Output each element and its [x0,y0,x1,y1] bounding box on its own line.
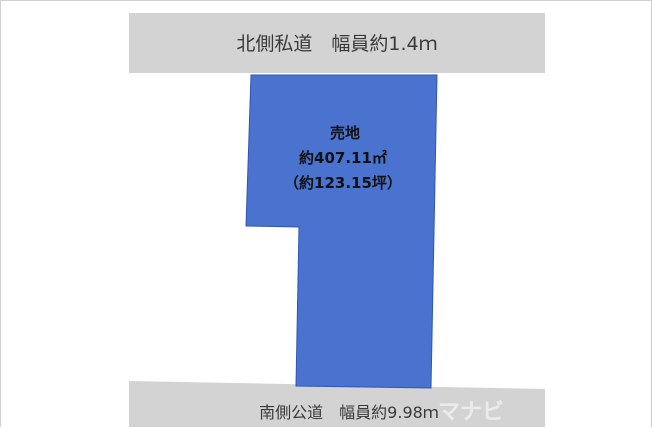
lot-shape [245,74,438,389]
watermark-text: マナビ [438,400,504,425]
south-road-label: 南側公道 幅員約9.98ｍ [259,403,439,422]
lot-area-tsubo: （約123.15坪） [284,174,402,192]
south-road [129,381,545,427]
north-road [129,13,545,73]
north-road-label: 北側私道 幅員約1.4ｍ [236,33,437,55]
lot-title: 売地 [330,124,360,142]
lot-area-sqm: 約407.11㎡ [299,149,387,167]
